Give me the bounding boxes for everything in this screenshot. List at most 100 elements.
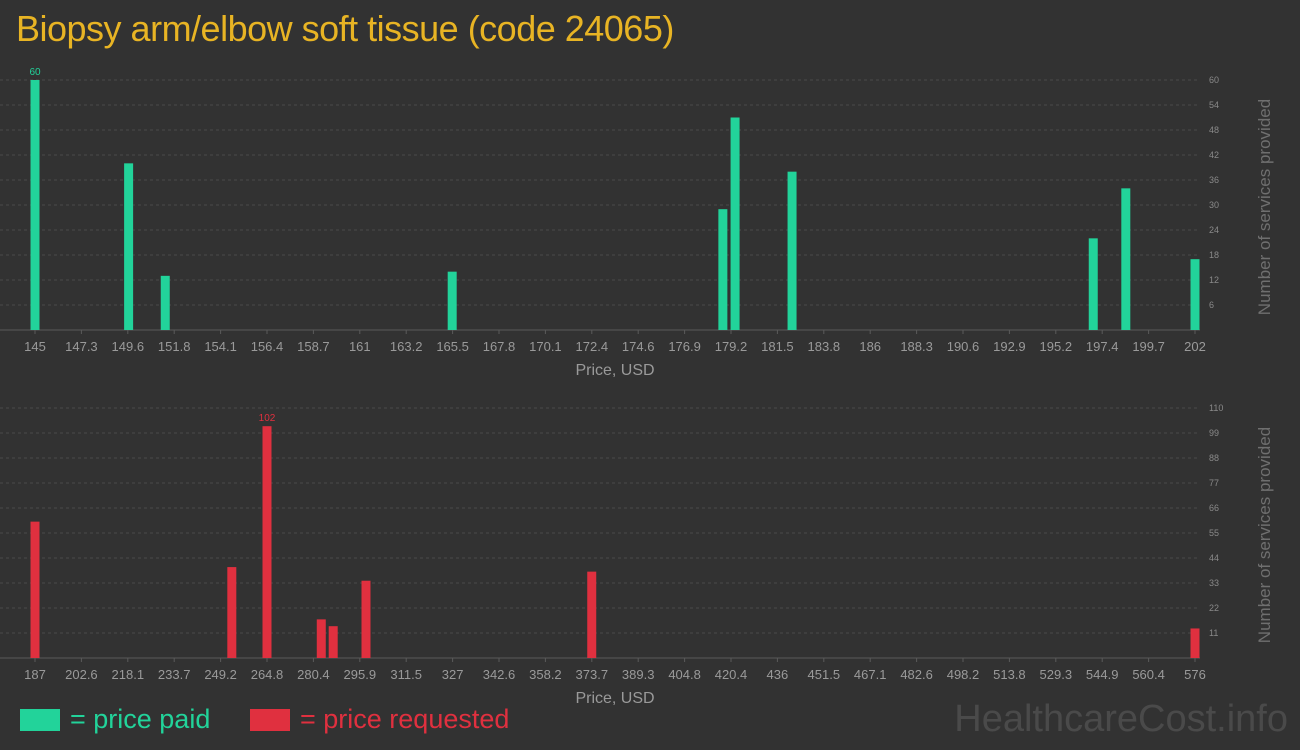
paid-bar [1088,238,1098,330]
paid-x-tick-label: 174.6 [622,339,655,354]
paid-y-tick-label: 36 [1209,175,1219,185]
paid-x-tick-label: 202 [1184,339,1206,354]
paid-x-tick-label: 176.9 [668,339,701,354]
requested-x-tick-label: 576 [1184,667,1206,682]
requested-x-tick-label: 467.1 [854,667,887,682]
requested-bar [30,521,40,658]
paid-bar [730,117,740,330]
requested-peak-label: 102 [259,413,276,424]
legend-paid: = price paid [20,704,210,735]
paid-x-tick-label: 147.3 [65,339,98,354]
requested-x-tick-label: 311.5 [390,667,422,682]
paid-x-tick-label: 158.7 [297,339,330,354]
paid-x-tick-label: 172.4 [576,339,609,354]
paid-x-tick-label: 165.5 [436,339,469,354]
legend-paid-swatch [20,708,60,731]
requested-x-tick-label: 436 [767,667,789,682]
requested-bar [316,619,326,658]
requested-bar [361,580,371,658]
legend-requested: = price requested [250,704,509,735]
paid-bar [30,80,40,330]
paid-x-axis-title: Price, USD [575,362,654,379]
paid-x-tick-label: 170.1 [529,339,562,354]
paid-y-axis-title: Number of services provided [1255,99,1274,315]
requested-y-tick-label: 66 [1209,503,1219,513]
paid-x-tick-label: 197.4 [1086,339,1119,354]
paid-bar [787,171,797,330]
paid-x-tick-label: 156.4 [251,339,284,354]
requested-y-tick-label: 110 [1209,403,1223,413]
requested-bar [1190,628,1200,658]
paid-x-tick-label: 145 [24,339,46,354]
requested-x-tick-label: 560.4 [1132,667,1165,682]
requested-bar [262,426,272,658]
paid-y-tick-label: 6 [1209,300,1214,310]
requested-x-tick-label: 249.2 [204,667,237,682]
paid-bar [124,163,134,330]
requested-x-tick-label: 342.6 [483,667,516,682]
paid-bar [718,209,728,330]
paid-y-tick-label: 30 [1209,200,1219,210]
requested-y-tick-label: 55 [1209,528,1219,538]
paid-x-tick-label: 151.8 [158,339,191,354]
requested-y-tick-label: 11 [1209,628,1218,638]
requested-x-axis-title: Price, USD [575,690,654,707]
paid-bar [1121,188,1131,330]
requested-bar [587,571,597,658]
requested-y-tick-label: 44 [1209,553,1219,563]
paid-y-tick-label: 54 [1209,100,1219,110]
requested-x-tick-label: 373.7 [576,667,609,682]
requested-x-tick-label: 420.4 [715,667,748,682]
legend-requested-swatch [250,708,290,731]
requested-bar [227,567,237,658]
requested-x-tick-label: 451.5 [808,667,841,682]
requested-x-tick-label: 389.3 [622,667,655,682]
requested-x-tick-label: 218.1 [112,667,145,682]
paid-bar [447,271,457,330]
requested-x-tick-label: 513.8 [993,667,1026,682]
paid-x-tick-label: 167.8 [483,339,516,354]
requested-x-tick-label: 280.4 [297,667,330,682]
paid-y-tick-label: 48 [1209,125,1219,135]
paid-x-tick-label: 190.6 [947,339,980,354]
watermark-logo: HealthcareCost.info [954,698,1288,740]
requested-x-tick-label: 295.9 [344,667,377,682]
paid-bar [160,275,170,330]
paid-y-tick-label: 24 [1209,225,1219,235]
requested-histogram: 11 22 33 44 55 66 77 88 99 110 187 202.6 218.1 233.7 2… [0,403,1274,707]
requested-x-tick-label: 529.3 [1040,667,1073,682]
paid-x-tick-label: 199.7 [1132,339,1165,354]
legend-requested-label: = price requested [300,704,510,734]
requested-x-tick-label: 482.6 [900,667,933,682]
requested-y-axis-title: Number of services provided [1255,427,1274,643]
paid-x-tick-label: 192.9 [993,339,1026,354]
paid-x-tick-label: 179.2 [715,339,748,354]
paid-x-tick-label: 149.6 [112,339,145,354]
paid-x-tick-label: 195.2 [1040,339,1073,354]
requested-x-tick-label: 358.2 [529,667,562,682]
paid-x-tick-label: 154.1 [204,339,237,354]
legend-paid-label: = price paid [70,704,211,734]
paid-x-tick-label: 181.5 [761,339,794,354]
paid-x-tick-label: 161 [349,339,371,354]
paid-histogram: 6 12 18 24 30 36 42 48 54 60 145 147.3 149.6 151.8 154… [0,67,1274,379]
requested-x-tick-label: 202.6 [65,667,98,682]
paid-peak-label: 60 [29,67,41,78]
paid-x-tick-label: 163.2 [390,339,423,354]
requested-x-tick-label: 404.8 [668,667,701,682]
requested-x-tick-label: 498.2 [947,667,980,682]
requested-x-tick-label: 187 [24,667,46,682]
requested-x-tick-label: 544.9 [1086,667,1119,682]
paid-x-tick-label: 183.8 [808,339,841,354]
requested-bar [328,626,338,658]
requested-y-tick-label: 77 [1209,478,1219,488]
paid-y-tick-label: 42 [1209,150,1219,160]
paid-y-tick-label: 12 [1209,275,1219,285]
paid-x-tick-label: 188.3 [900,339,933,354]
requested-y-tick-label: 33 [1209,578,1219,588]
requested-y-tick-label: 88 [1209,453,1219,463]
requested-y-tick-label: 99 [1209,428,1219,438]
paid-x-tick-label: 186 [859,339,881,354]
paid-y-tick-label: 18 [1209,250,1219,260]
paid-y-tick-label: 60 [1209,75,1219,85]
